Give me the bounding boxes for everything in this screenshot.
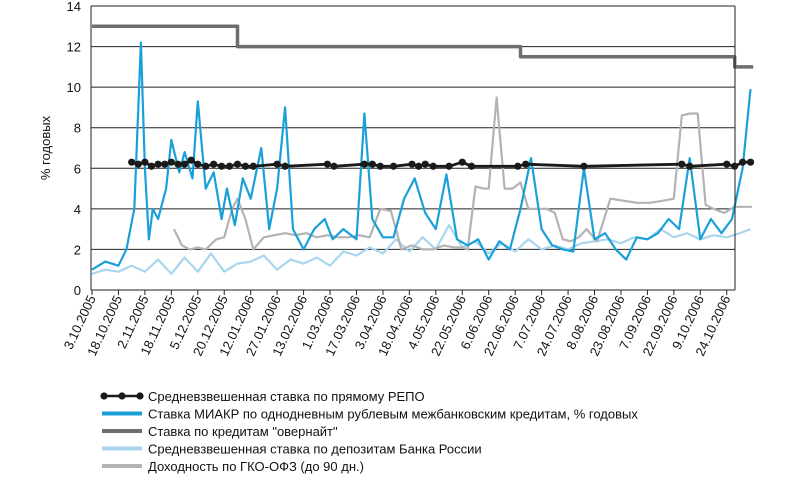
series-0-point-40 (739, 158, 747, 166)
y-tick-label-5: 10 (67, 80, 81, 95)
series-0-point-14 (225, 162, 234, 170)
series-0-point-34 (522, 160, 530, 168)
y-axis-title: % годовых (38, 115, 53, 180)
series-0-point-5 (161, 160, 169, 168)
series-0-point-8 (180, 160, 189, 168)
legend-label-4: Доходность по ГКО-ОФЗ (до 90 дн.) (148, 459, 364, 474)
series-0-point-10 (194, 160, 202, 168)
series-0-point-2 (141, 158, 149, 166)
series-0-point-25 (389, 162, 398, 170)
series-0-point-12 (210, 160, 218, 168)
legend-label-0: Средневзвешенная ставка по прямому РЕПО (148, 389, 425, 404)
y-tick-labels: 0 2 4 6 8 10 12 14 (67, 0, 81, 298)
series-0-point-16 (241, 162, 249, 170)
y-tick-label-4: 8 (74, 121, 81, 136)
series-0-point-23 (368, 160, 376, 168)
legend-label-2: Ставка по кредитам "овернайт" (148, 424, 338, 439)
series-0-point-0 (128, 158, 136, 166)
y-tick-label-6: 12 (67, 40, 81, 55)
legend-swatch-0-dot-0 (100, 392, 108, 400)
legend-swatch-0-dot-1 (118, 392, 126, 400)
series-0-point-33 (514, 162, 522, 170)
series-0-point-30 (445, 162, 453, 170)
series-0-point-26 (408, 160, 416, 168)
series-0-point-27 (415, 162, 423, 170)
series-0-point-28 (421, 160, 429, 168)
legend-swatch-0-dot-2 (136, 392, 144, 400)
series-0-point-19 (281, 162, 289, 170)
y-tick-label-3: 6 (74, 161, 81, 176)
series-0-point-31 (458, 158, 466, 166)
series-0-point-22 (360, 160, 369, 168)
series-0-point-29 (429, 162, 437, 170)
series-0-point-20 (323, 160, 331, 168)
y-tick-label-0: 0 (74, 283, 81, 298)
series-0-point-3 (147, 162, 156, 170)
legend: Средневзвешенная ставка по прямому РЕПО С… (100, 389, 638, 474)
series-line-4 (173, 96, 752, 251)
axes (90, 6, 736, 295)
series-0-point-21 (330, 162, 338, 170)
series-0-point-7 (174, 160, 182, 168)
y-tick-label-1: 2 (74, 242, 81, 257)
series-0-point-32 (467, 162, 476, 170)
series-0-point-9 (187, 156, 195, 164)
legend-label-1: Ставка МИАКР по однодневным рублевым меж… (148, 407, 638, 422)
y-tick-label-7: 14 (67, 0, 81, 14)
series-0-point-17 (249, 162, 257, 170)
series-0-point-38 (723, 160, 731, 168)
y-tick-label-2: 4 (74, 202, 81, 217)
legend-label-3: Средневзвешенная ставка по депозитам Бан… (148, 442, 482, 457)
series-0-point-13 (217, 162, 226, 170)
series-0-point-4 (154, 160, 162, 168)
series-0-point-18 (273, 160, 281, 168)
series-0-point-41 (746, 158, 755, 166)
series-0-point-11 (202, 162, 210, 170)
series-0-point-35 (580, 162, 588, 170)
series-0-point-36 (678, 160, 686, 168)
series-0-point-15 (233, 160, 242, 168)
series-0-point-37 (686, 162, 694, 170)
series-0-point-24 (376, 162, 384, 170)
series-0-point-1 (134, 160, 142, 168)
series-0-point-6 (167, 158, 175, 166)
